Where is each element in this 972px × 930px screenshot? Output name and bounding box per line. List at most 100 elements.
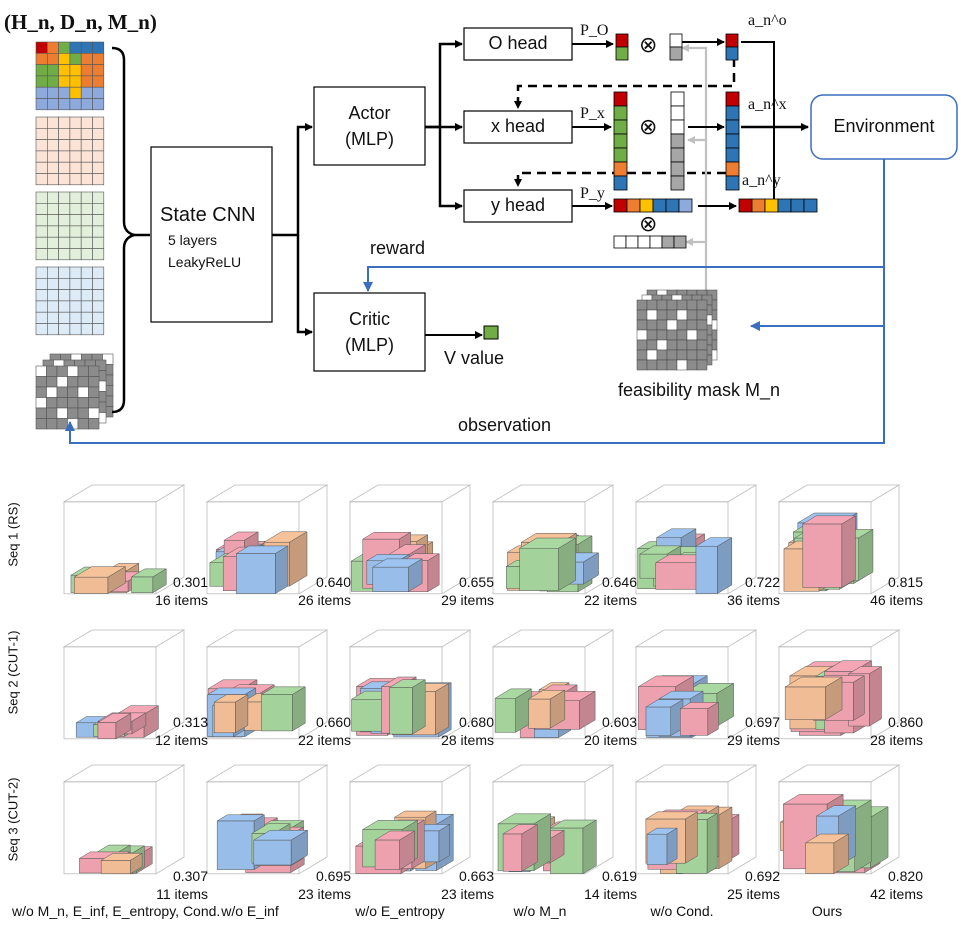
mask-o-vector bbox=[669, 33, 683, 61]
result-score: 0.301 bbox=[172, 574, 208, 590]
column-caption-2: w/o E_inf bbox=[221, 903, 279, 919]
result-items: 42 items bbox=[870, 886, 923, 902]
mask-x-vector bbox=[670, 91, 685, 191]
otimes-y: ⊗ bbox=[639, 211, 658, 236]
result-items: 28 items bbox=[870, 732, 923, 748]
result-items: 20 items bbox=[584, 732, 637, 748]
result-stat-r1-c1: 0.301 16 items bbox=[138, 573, 208, 609]
column-caption-5: w/o Cond. bbox=[650, 903, 714, 919]
input-grids bbox=[35, 41, 114, 430]
prob-x-vector bbox=[613, 91, 628, 191]
result-score: 0.619 bbox=[601, 868, 637, 884]
result-items: 12 items bbox=[155, 732, 208, 748]
result-stat-r2-c3: 0.680 28 items bbox=[424, 713, 494, 749]
prob-o-label: P_O bbox=[580, 22, 609, 39]
result-stat-r2-c4: 0.603 20 items bbox=[567, 713, 637, 749]
result-r1-c5 bbox=[634, 484, 758, 595]
result-score: 0.722 bbox=[744, 574, 780, 590]
action-y-label: a_n^y bbox=[742, 172, 781, 189]
result-r3-c5 bbox=[634, 764, 758, 875]
column-caption-3: w/o E_entropy bbox=[355, 903, 445, 919]
result-score: 0.820 bbox=[887, 868, 923, 884]
result-items: 23 items bbox=[298, 886, 351, 902]
depth-grid-1 bbox=[35, 116, 105, 186]
feasibility-mask-layer-0 bbox=[636, 299, 708, 371]
feasibility-mask-grid bbox=[636, 289, 718, 371]
otimes-x: ⊗ bbox=[639, 114, 658, 139]
actor-label: Actor bbox=[348, 103, 391, 123]
result-stat-r1-c6: 0.815 46 items bbox=[853, 573, 923, 609]
result-items: 14 items bbox=[584, 886, 637, 902]
result-stat-r2-c2: 0.660 22 items bbox=[281, 713, 351, 749]
reward-label: reward bbox=[370, 238, 426, 258]
result-stat-r3-c4: 0.619 14 items bbox=[567, 867, 637, 903]
prob-x-label: P_x bbox=[580, 105, 605, 122]
result-items: 22 items bbox=[584, 592, 637, 608]
result-stat-r2-c1: 0.313 12 items bbox=[138, 713, 208, 749]
actor-sub: (MLP) bbox=[345, 129, 394, 149]
result-stat-r3-c6: 0.820 42 items bbox=[853, 867, 923, 903]
result-score: 0.695 bbox=[315, 868, 351, 884]
result-score: 0.697 bbox=[744, 714, 780, 730]
result-r1-c6 bbox=[777, 484, 901, 595]
result-r1-c3 bbox=[348, 484, 472, 595]
result-stat-r3-c5: 0.692 25 items bbox=[710, 867, 780, 903]
result-items: 36 items bbox=[727, 592, 780, 608]
probability-vectors bbox=[613, 33, 818, 249]
row-label-3: Seq 3 (CUT-2) bbox=[5, 777, 21, 862]
result-r2-c3 bbox=[348, 629, 472, 740]
result-stat-r3-c3: 0.663 23 items bbox=[424, 867, 494, 903]
result-items: 29 items bbox=[441, 592, 494, 608]
column-caption-1: w/o M_n, E_inf, E_entropy, Cond. bbox=[12, 903, 221, 919]
result-r2-c4 bbox=[491, 629, 615, 740]
reward-arrow bbox=[363, 266, 884, 292]
y-head-box bbox=[463, 189, 573, 223]
result-score: 0.655 bbox=[458, 574, 494, 590]
v-value-label: V value bbox=[444, 348, 505, 368]
observation-label: observation bbox=[458, 415, 552, 435]
state-cnn-activation: LeakyReLU bbox=[168, 254, 242, 270]
result-stat-r1-c5: 0.722 36 items bbox=[710, 573, 780, 609]
result-score: 0.603 bbox=[601, 714, 637, 730]
result-r3-c2 bbox=[205, 764, 329, 875]
input-label: (H_n, D_n, M_n) bbox=[4, 10, 157, 34]
feasibility-mask-label: feasibility mask M_n bbox=[618, 380, 781, 400]
heightmap-grid bbox=[35, 41, 105, 111]
result-items: 25 items bbox=[727, 886, 780, 902]
result-r2-c5 bbox=[634, 629, 758, 740]
result-stat-r1-c3: 0.655 29 items bbox=[424, 573, 494, 609]
environment-label: Environment bbox=[833, 116, 935, 136]
state-cnn-title: State CNN bbox=[160, 204, 256, 226]
depth-grid-2 bbox=[35, 191, 105, 261]
result-items: 11 items bbox=[156, 886, 208, 902]
state-cnn-box bbox=[150, 146, 273, 323]
depth-grid-3 bbox=[35, 266, 105, 336]
result-score: 0.640 bbox=[315, 574, 351, 590]
result-stat-r1-c2: 0.640 26 items bbox=[281, 573, 351, 609]
result-score: 0.815 bbox=[887, 574, 923, 590]
result-items: 28 items bbox=[441, 732, 494, 748]
x-head-label: x head bbox=[490, 116, 546, 136]
actor-box bbox=[313, 86, 426, 166]
architecture-diagram bbox=[35, 27, 958, 444]
result-items: 26 items bbox=[298, 592, 351, 608]
result-r3-c3 bbox=[348, 764, 472, 875]
action-o-vector bbox=[725, 33, 739, 61]
o-head-label: O head bbox=[488, 33, 548, 53]
result-score: 0.680 bbox=[458, 714, 494, 730]
observation-arrow bbox=[65, 159, 885, 444]
action-y-vector bbox=[738, 198, 818, 213]
result-score: 0.646 bbox=[601, 574, 637, 590]
results-grid bbox=[62, 484, 901, 875]
result-stat-r3-c2: 0.695 23 items bbox=[281, 867, 351, 903]
state-cnn-layers: 5 layers bbox=[168, 232, 218, 248]
prob-o-vector bbox=[615, 33, 629, 61]
critic-label: Critic bbox=[349, 309, 390, 329]
prob-y-vector bbox=[613, 198, 693, 213]
result-items: 22 items bbox=[298, 732, 351, 748]
v-value-cell bbox=[483, 325, 499, 340]
mask-grid-input-0 bbox=[35, 365, 100, 430]
action-x-label: a_n^x bbox=[748, 96, 787, 113]
result-r2-c1 bbox=[62, 629, 186, 740]
result-items: 23 items bbox=[441, 886, 494, 902]
